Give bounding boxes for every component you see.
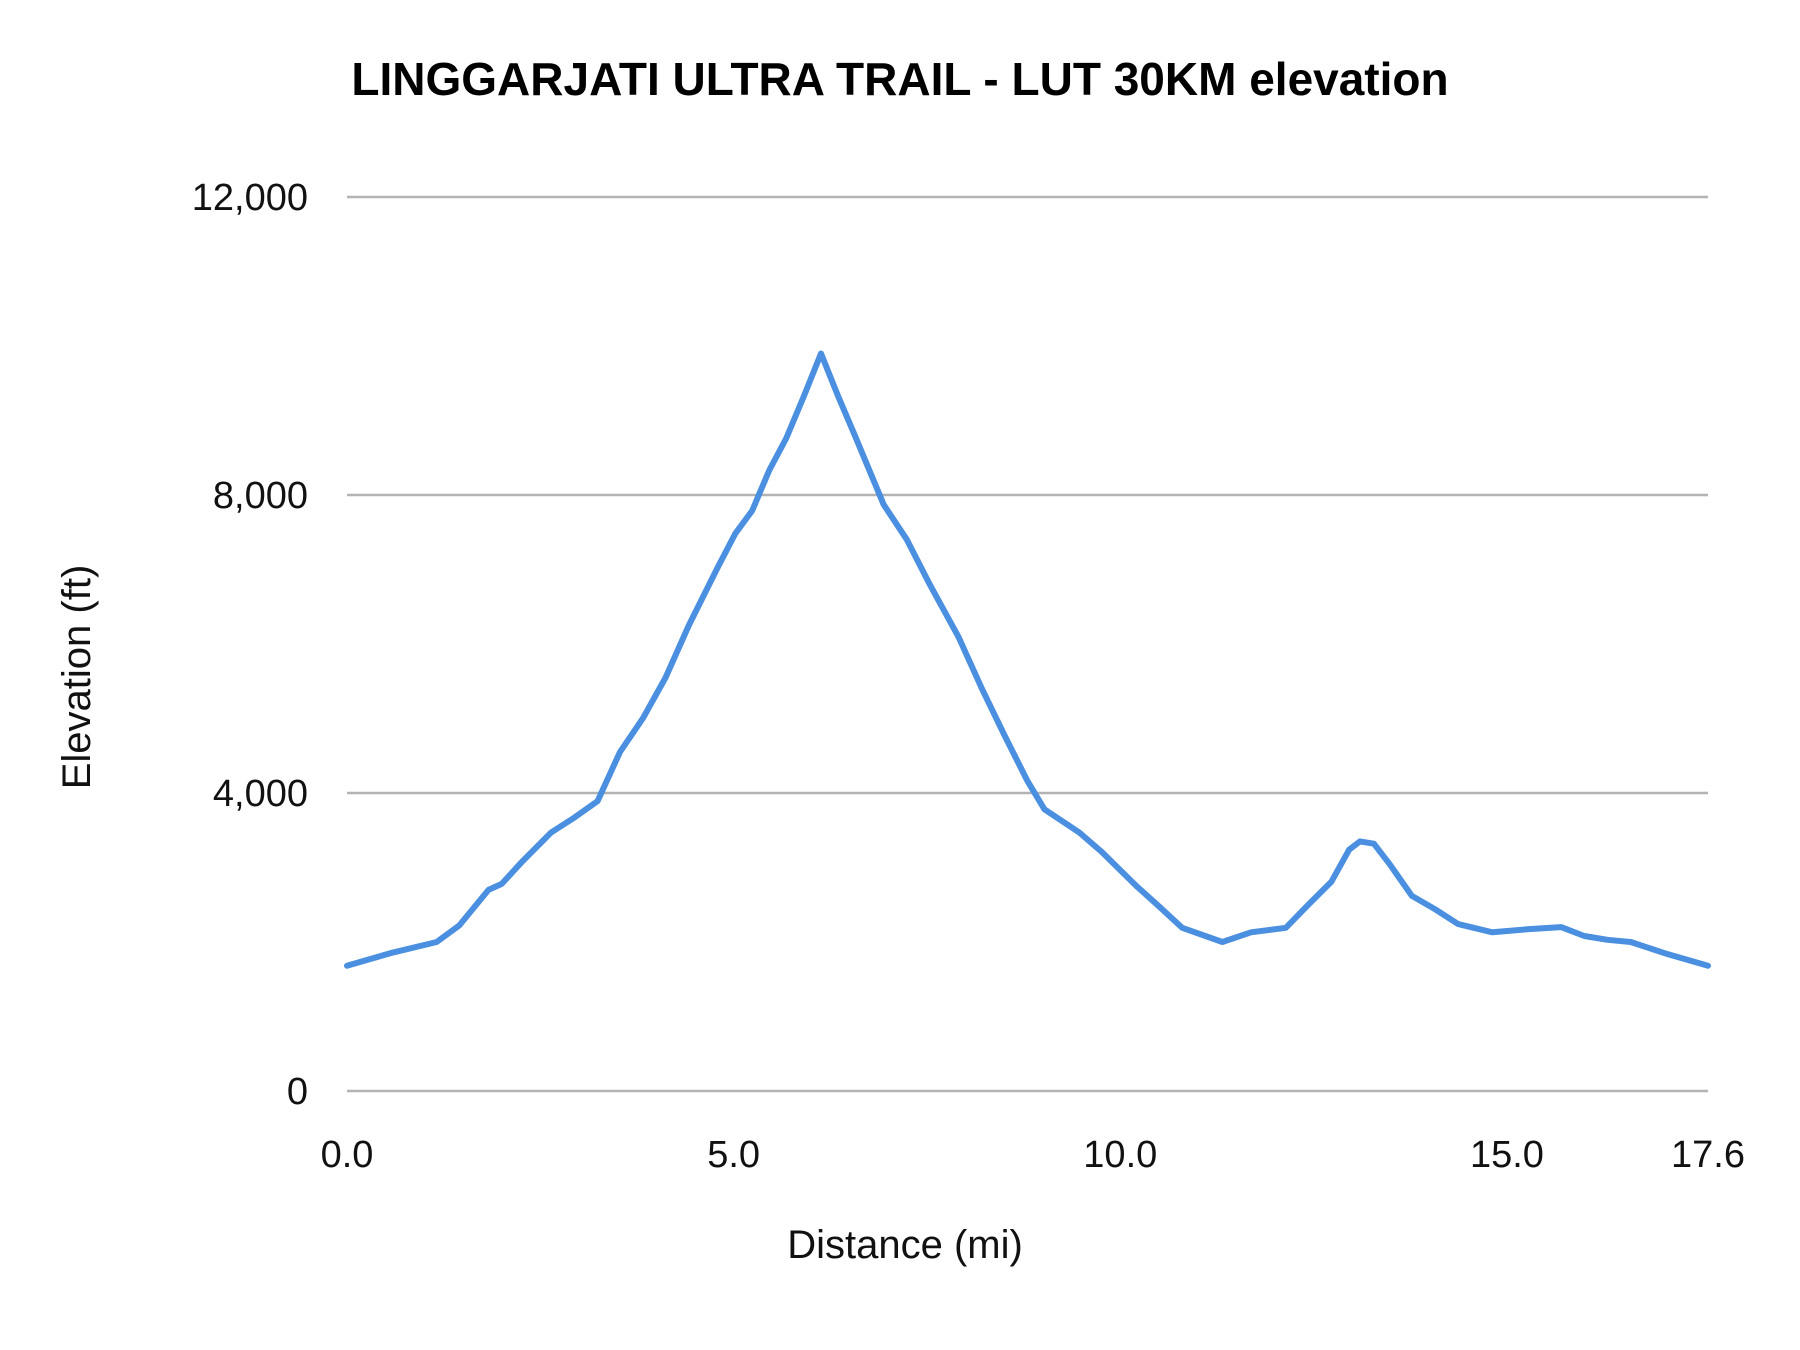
gridlines [347, 195, 1708, 1093]
y-tick-label: 8,000 [213, 475, 308, 517]
x-tick-label: 10.0 [1083, 1134, 1157, 1176]
chart-title: LINGGARJATI ULTRA TRAIL - LUT 30KM eleva… [351, 53, 1448, 105]
y-tick-label: 4,000 [213, 773, 308, 815]
x-axis-title: Distance (mi) [787, 1223, 1023, 1267]
x-tick-label: 5.0 [707, 1134, 760, 1176]
x-tick-labels: 0.0 5.0 10.0 15.0 17.6 [321, 1134, 1745, 1176]
y-tick-labels: 0 4,000 8,000 12,000 [192, 177, 308, 1113]
y-tick-label: 0 [287, 1071, 308, 1113]
y-tick-label: 12,000 [192, 177, 308, 219]
y-axis-title: Elevation (ft) [55, 565, 99, 790]
x-tick-label: 17.6 [1671, 1134, 1745, 1176]
x-tick-label: 0.0 [321, 1134, 374, 1176]
elevation-series-line [344, 350, 1711, 969]
x-tick-label: 15.0 [1470, 1134, 1544, 1176]
